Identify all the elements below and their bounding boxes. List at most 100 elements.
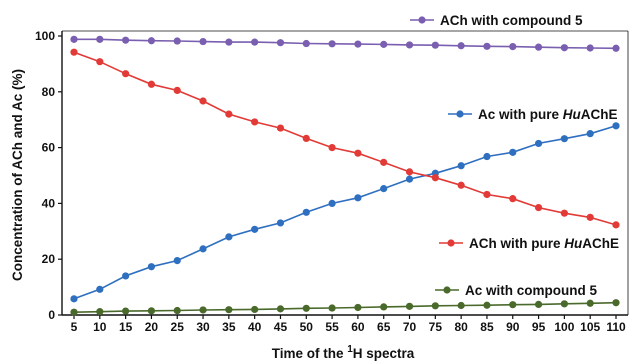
data-point-ac-compound5 [354, 303, 362, 312]
data-point-ac-compound5 [457, 301, 465, 310]
data-point-ach-compound5 [483, 42, 491, 50]
data-point-ac-compound5 [560, 300, 568, 308]
data-point-ach-compound5 [586, 44, 594, 52]
x-tick-label: 70 [403, 320, 417, 334]
legend-label: ACh with compound 5 [440, 13, 583, 28]
data-point-ach-huache [276, 124, 285, 132]
data-point-ach-compound5 [173, 37, 181, 45]
data-point-ac-compound5 [276, 305, 285, 313]
series-ac-compound5 [70, 299, 620, 316]
data-point-ac-compound5 [380, 303, 388, 311]
x-tick-label: 75 [429, 320, 443, 334]
data-point-ach-compound5 [457, 42, 465, 50]
series-line-ach-compound5 [74, 38, 617, 50]
legend-label: ACh with pure HuAChE [469, 236, 619, 251]
series-ach-huache [70, 48, 620, 229]
data-point-ach-huache [380, 158, 388, 166]
data-point-ac-compound5 [405, 302, 414, 310]
x-tick-label: 100 [554, 320, 574, 334]
x-tick-label: 110 [606, 320, 626, 334]
data-point-ac-huache [380, 185, 388, 193]
x-axis-title-suffix: H spectra [353, 346, 415, 361]
data-point-ach-huache [70, 48, 78, 56]
data-point-ac-huache [70, 295, 78, 303]
data-point-ach-huache [147, 80, 156, 88]
data-point-ac-compound5 [612, 299, 620, 307]
legend-label-part: ACh with compound 5 [440, 13, 583, 28]
data-point-ach-compound5 [405, 41, 414, 49]
data-point-ac-huache [586, 130, 594, 138]
data-point-ac-compound5 [199, 306, 207, 314]
data-point-ac-huache [483, 152, 491, 161]
data-point-ach-huache [199, 97, 207, 105]
data-point-ac-huache [405, 175, 414, 183]
x-tick-label: 80 [454, 320, 468, 334]
data-point-ac-huache [225, 233, 233, 241]
legend-item-ach-huache: ACh with pure HuAChE [439, 236, 619, 251]
data-point-ac-huache [251, 225, 259, 233]
data-point-ach-huache [354, 149, 362, 157]
data-point-ach-compound5 [122, 36, 130, 44]
data-point-ach-compound5 [560, 44, 568, 52]
y-axis-title: Concentration of ACh and Ac (%) [10, 69, 25, 281]
data-point-ac-compound5 [122, 307, 130, 315]
legend-label: Ac with pure HuAChE [478, 107, 618, 122]
data-point-ac-compound5 [96, 308, 104, 316]
data-point-ach-huache [173, 86, 181, 95]
legend-label-part: AChE [581, 107, 618, 122]
data-point-ac-compound5 [251, 305, 259, 314]
series-line-ach-huache [73, 51, 617, 226]
y-tick-label: 100 [35, 29, 55, 43]
legend: ACh with compound 5Ac with pure HuAChEAC… [410, 13, 619, 298]
data-point-ac-huache [122, 272, 130, 280]
legend-label: Ac with compound 5 [465, 283, 597, 298]
data-point-ac-huache [276, 219, 285, 227]
x-axis-title-main: Time of the [272, 346, 348, 361]
data-point-ac-compound5 [509, 301, 517, 309]
data-point-ac-compound5 [483, 301, 491, 309]
data-point-ach-huache [509, 195, 517, 203]
data-point-ac-compound5 [534, 300, 543, 308]
data-point-ach-huache [122, 70, 130, 78]
legend-swatch-marker [447, 239, 455, 247]
data-point-ach-huache [251, 118, 259, 126]
data-point-ach-compound5 [534, 43, 543, 51]
legend-item-ac-huache: Ac with pure HuAChE [448, 107, 618, 122]
x-tick-label: 55 [325, 320, 339, 334]
data-point-ac-huache [302, 208, 310, 216]
data-point-ach-compound5 [70, 35, 78, 43]
data-point-ac-huache [612, 122, 620, 130]
data-point-ach-compound5 [328, 40, 336, 48]
x-axis-title: Time of the 1H spectra [272, 344, 415, 361]
data-point-ach-huache [612, 221, 620, 229]
legend-item-ac-compound5: Ac with compound 5 [435, 283, 597, 298]
x-axis-title-superscript: 1 [347, 344, 353, 355]
data-point-ach-compound5 [302, 39, 310, 48]
data-point-ac-huache [199, 245, 207, 253]
data-point-ach-compound5 [431, 41, 439, 49]
data-point-ach-compound5 [509, 43, 517, 51]
x-tick-label: 30 [196, 320, 210, 334]
x-tick-label: 40 [248, 320, 262, 334]
x-tick-label: 85 [480, 320, 494, 334]
data-point-ach-huache [560, 209, 568, 217]
series-line-ac-huache [73, 125, 617, 300]
data-point-ach-huache [431, 174, 439, 182]
y-tick-label: 20 [42, 252, 56, 266]
x-tick-label: 50 [300, 320, 314, 334]
y-tick-label: 40 [42, 196, 56, 210]
data-point-ac-compound5 [225, 306, 233, 314]
data-point-ach-huache [483, 190, 491, 199]
data-point-ach-compound5 [276, 39, 285, 47]
data-point-ac-huache [354, 194, 362, 202]
x-tick-label: 95 [532, 320, 546, 334]
data-point-ach-compound5 [380, 40, 388, 48]
x-tick-label: 20 [145, 320, 159, 334]
data-point-ac-huache [560, 135, 568, 143]
data-point-ac-compound5 [173, 306, 181, 315]
series-ach-compound5 [70, 35, 620, 52]
data-point-ac-huache [509, 148, 517, 156]
data-point-ac-compound5 [586, 299, 594, 307]
